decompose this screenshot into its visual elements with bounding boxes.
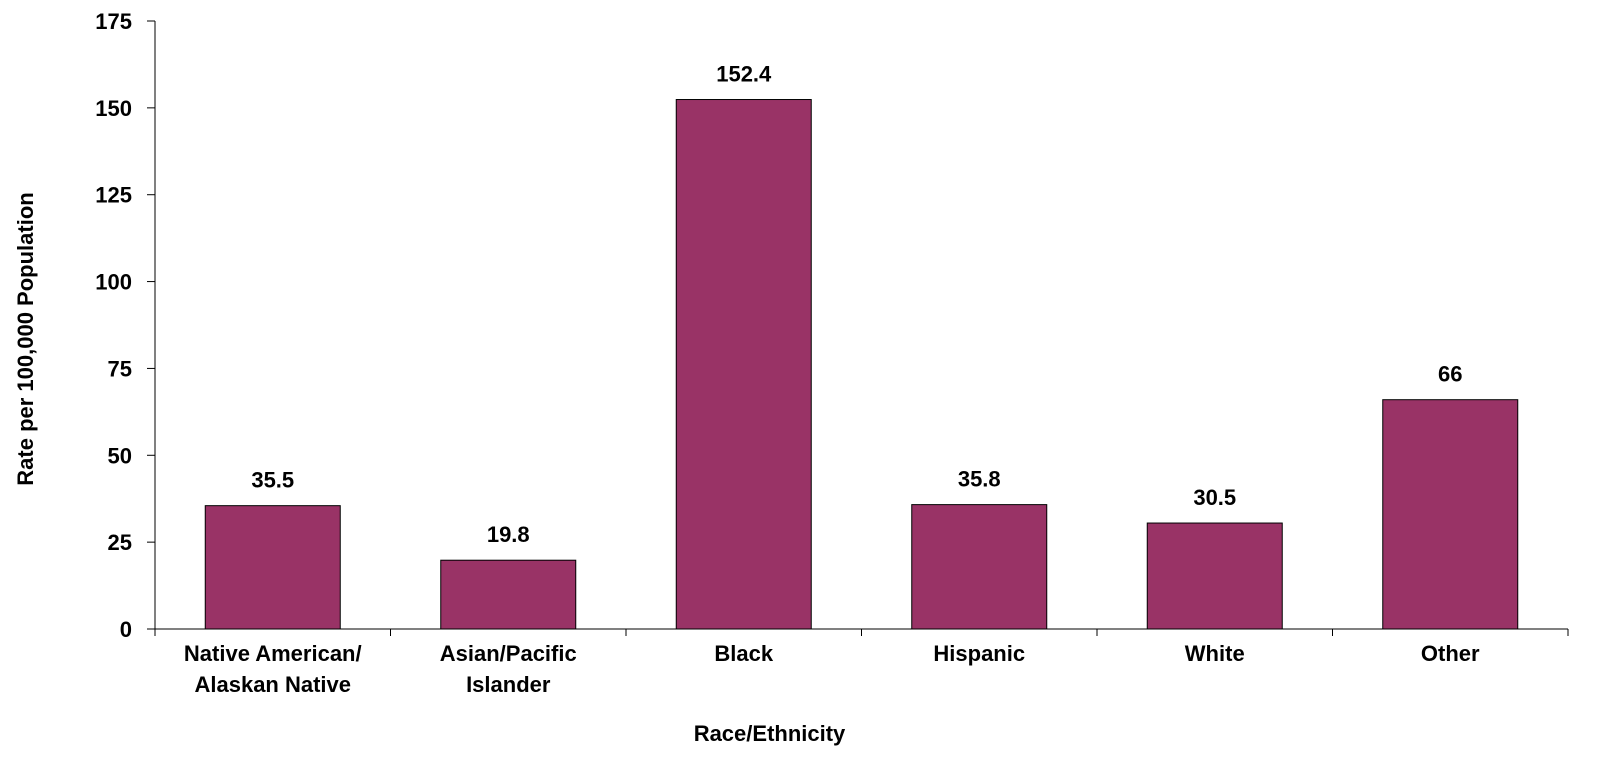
y-tick-label: 0 (120, 617, 132, 642)
y-axis-ticks: 0 25 50 75 100 125 150 175 (95, 9, 155, 642)
data-labels: 35.5 19.8 152.4 35.8 30.5 66 (251, 62, 1462, 548)
y-axis-title: Rate per 100,000 Population (13, 192, 38, 485)
x-tick-label: Black (714, 641, 773, 666)
bar (204, 505, 341, 630)
x-tick-label: Hispanic (933, 641, 1025, 666)
y-tick-label: 175 (95, 9, 132, 34)
y-tick-label: 150 (95, 96, 132, 121)
y-tick-label: 50 (108, 443, 132, 468)
bar (1382, 399, 1519, 630)
bars (204, 99, 1519, 630)
y-tick-label: 100 (95, 270, 132, 295)
data-label: 35.8 (958, 467, 1001, 492)
x-tick-label: Asian/Pacific Islander (440, 641, 577, 697)
data-label: 35.5 (251, 468, 294, 493)
x-tick-label: Other (1421, 641, 1480, 666)
data-label: 19.8 (487, 522, 530, 547)
x-tick-label: White (1185, 641, 1245, 666)
y-tick-label: 25 (108, 530, 132, 555)
bar (911, 504, 1048, 630)
y-tick-label: 125 (95, 183, 132, 208)
bar (1146, 522, 1283, 630)
x-axis-ticks: Native American/Alaskan Native Asian/Paci… (154, 629, 1569, 697)
x-tick-label: Native American/Alaskan Native (184, 641, 362, 697)
data-label: 66 (1438, 362, 1462, 387)
bar (440, 559, 577, 630)
data-label: 152.4 (716, 62, 772, 87)
x-axis-title: Race/Ethnicity (694, 721, 846, 746)
bar (675, 99, 812, 630)
y-tick-label: 75 (108, 356, 132, 381)
data-label: 30.5 (1193, 485, 1236, 510)
